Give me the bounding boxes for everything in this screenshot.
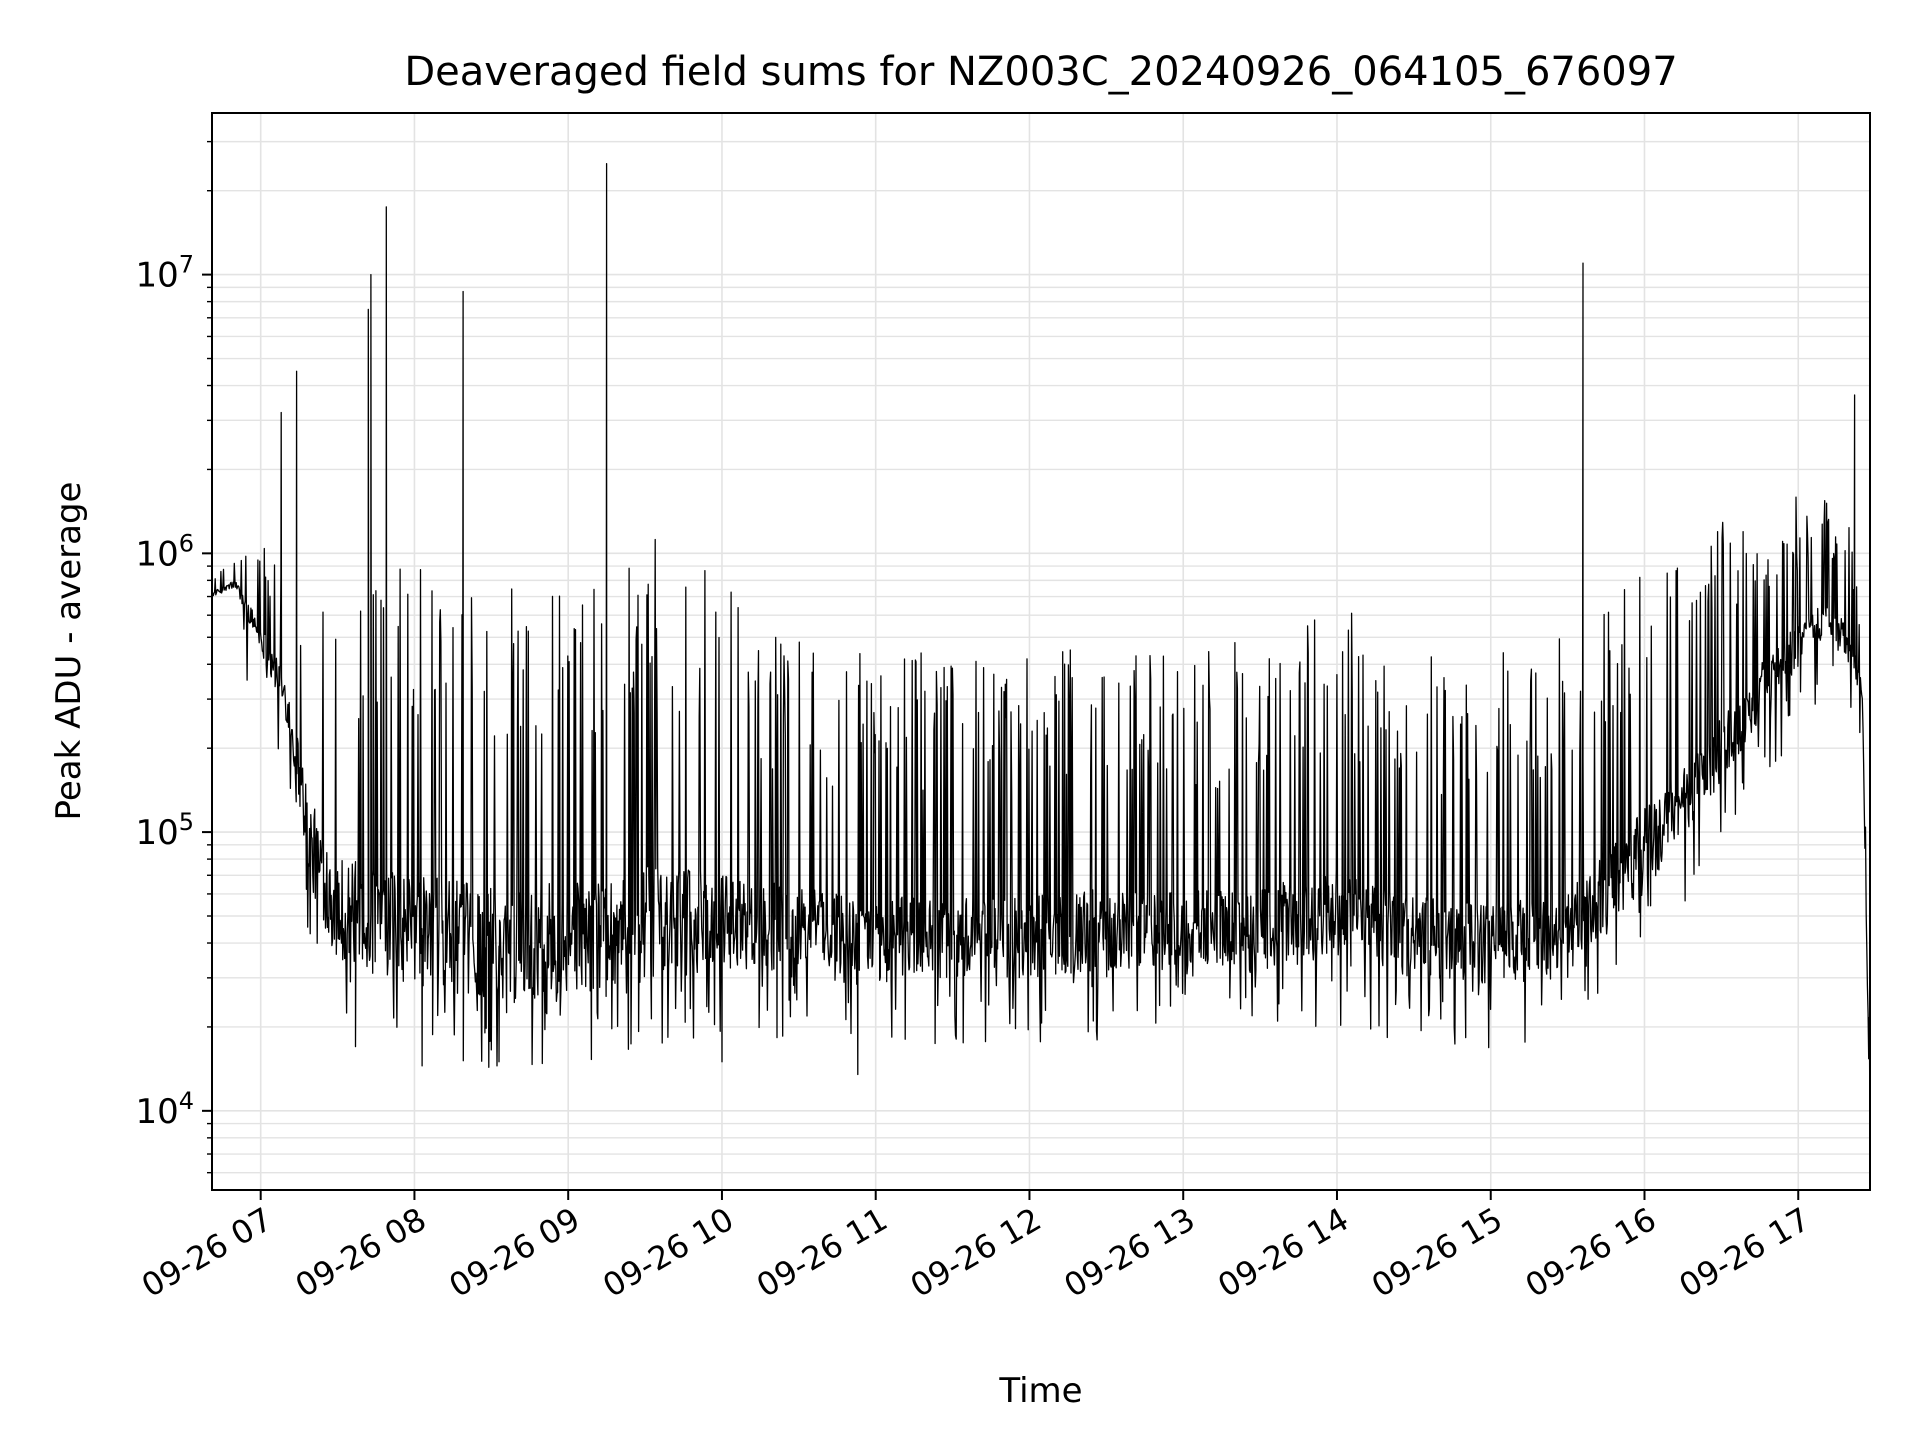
y-tick-label: 104 — [135, 1087, 194, 1132]
chart-title: Deaveraged field sums for NZ003C_2024092… — [404, 49, 1677, 95]
y-axis-label: Peak ADU - average — [49, 482, 89, 821]
plot-frame — [211, 112, 1871, 1191]
series-line — [211, 163, 1871, 1153]
series-layer — [211, 163, 1871, 1153]
x-axis-label: Time — [998, 1371, 1082, 1411]
y-tick-label: 105 — [135, 808, 194, 853]
